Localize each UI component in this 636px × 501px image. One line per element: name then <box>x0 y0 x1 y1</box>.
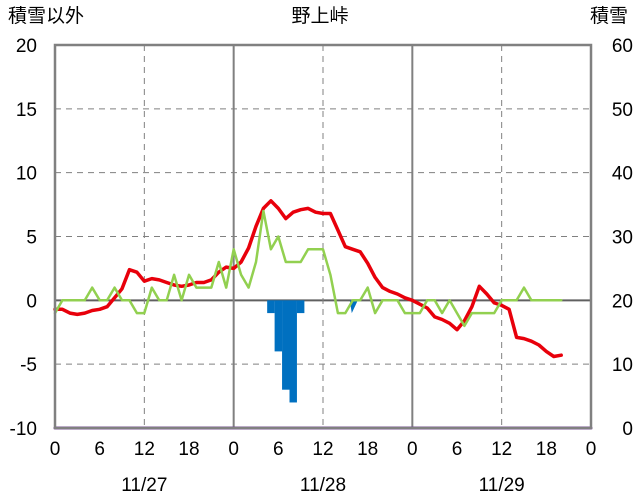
day-label: 11/27 <box>121 475 167 496</box>
bars-layer <box>267 300 358 403</box>
left-axis-title: 積雪以外 <box>8 5 84 27</box>
x-tick-label: 12 <box>491 439 512 460</box>
precip-bar <box>296 300 305 314</box>
plot-frame <box>53 43 593 430</box>
grid-layer <box>55 45 591 428</box>
x-tick-label: 0 <box>586 439 597 460</box>
y-left-tick-label: 10 <box>16 164 37 185</box>
day-label: 11/28 <box>300 475 346 496</box>
x-tick-label: 0 <box>407 439 418 460</box>
x-tick-label: 12 <box>134 439 155 460</box>
x-tick-label: 12 <box>312 439 333 460</box>
frame-layer <box>53 43 593 430</box>
y-left-tick-label: -5 <box>20 355 37 376</box>
y-right-tick-label: 30 <box>612 228 633 249</box>
y-right-tick-label: 60 <box>612 36 633 57</box>
wind-line <box>53 209 563 328</box>
x-tick-label: 6 <box>452 439 463 460</box>
y-right-tick-label: 20 <box>612 291 633 312</box>
temperature-line <box>53 199 563 359</box>
x-tick-label: 18 <box>178 439 199 460</box>
precip-bar <box>289 300 297 403</box>
chart-title: 野上峠 <box>291 5 348 27</box>
y-right-tick-label: 40 <box>612 164 633 185</box>
x-tick-label: 6 <box>94 439 105 460</box>
y-left-tick-label: 5 <box>26 228 37 249</box>
right-axis-title: 積雪 <box>590 5 628 27</box>
y-left-tick-label: -10 <box>10 419 37 440</box>
x-tick-label: 0 <box>50 439 61 460</box>
day-label: 11/29 <box>479 475 525 496</box>
precip-bar <box>267 300 275 314</box>
y-left-tick-label: 15 <box>16 100 37 121</box>
x-tick-label: 18 <box>357 439 378 460</box>
y-left-tick-label: 20 <box>16 36 37 57</box>
y-right-tick-label: 0 <box>622 419 633 440</box>
x-tick-label: 0 <box>228 439 239 460</box>
precip-bar <box>274 300 283 352</box>
precip-bar <box>282 300 290 390</box>
y-right-tick-label: 50 <box>612 100 633 121</box>
y-right-tick-label: 10 <box>612 355 633 376</box>
x-tick-label: 18 <box>536 439 557 460</box>
y-left-tick-label: 0 <box>26 291 37 312</box>
x-tick-label: 6 <box>273 439 284 460</box>
